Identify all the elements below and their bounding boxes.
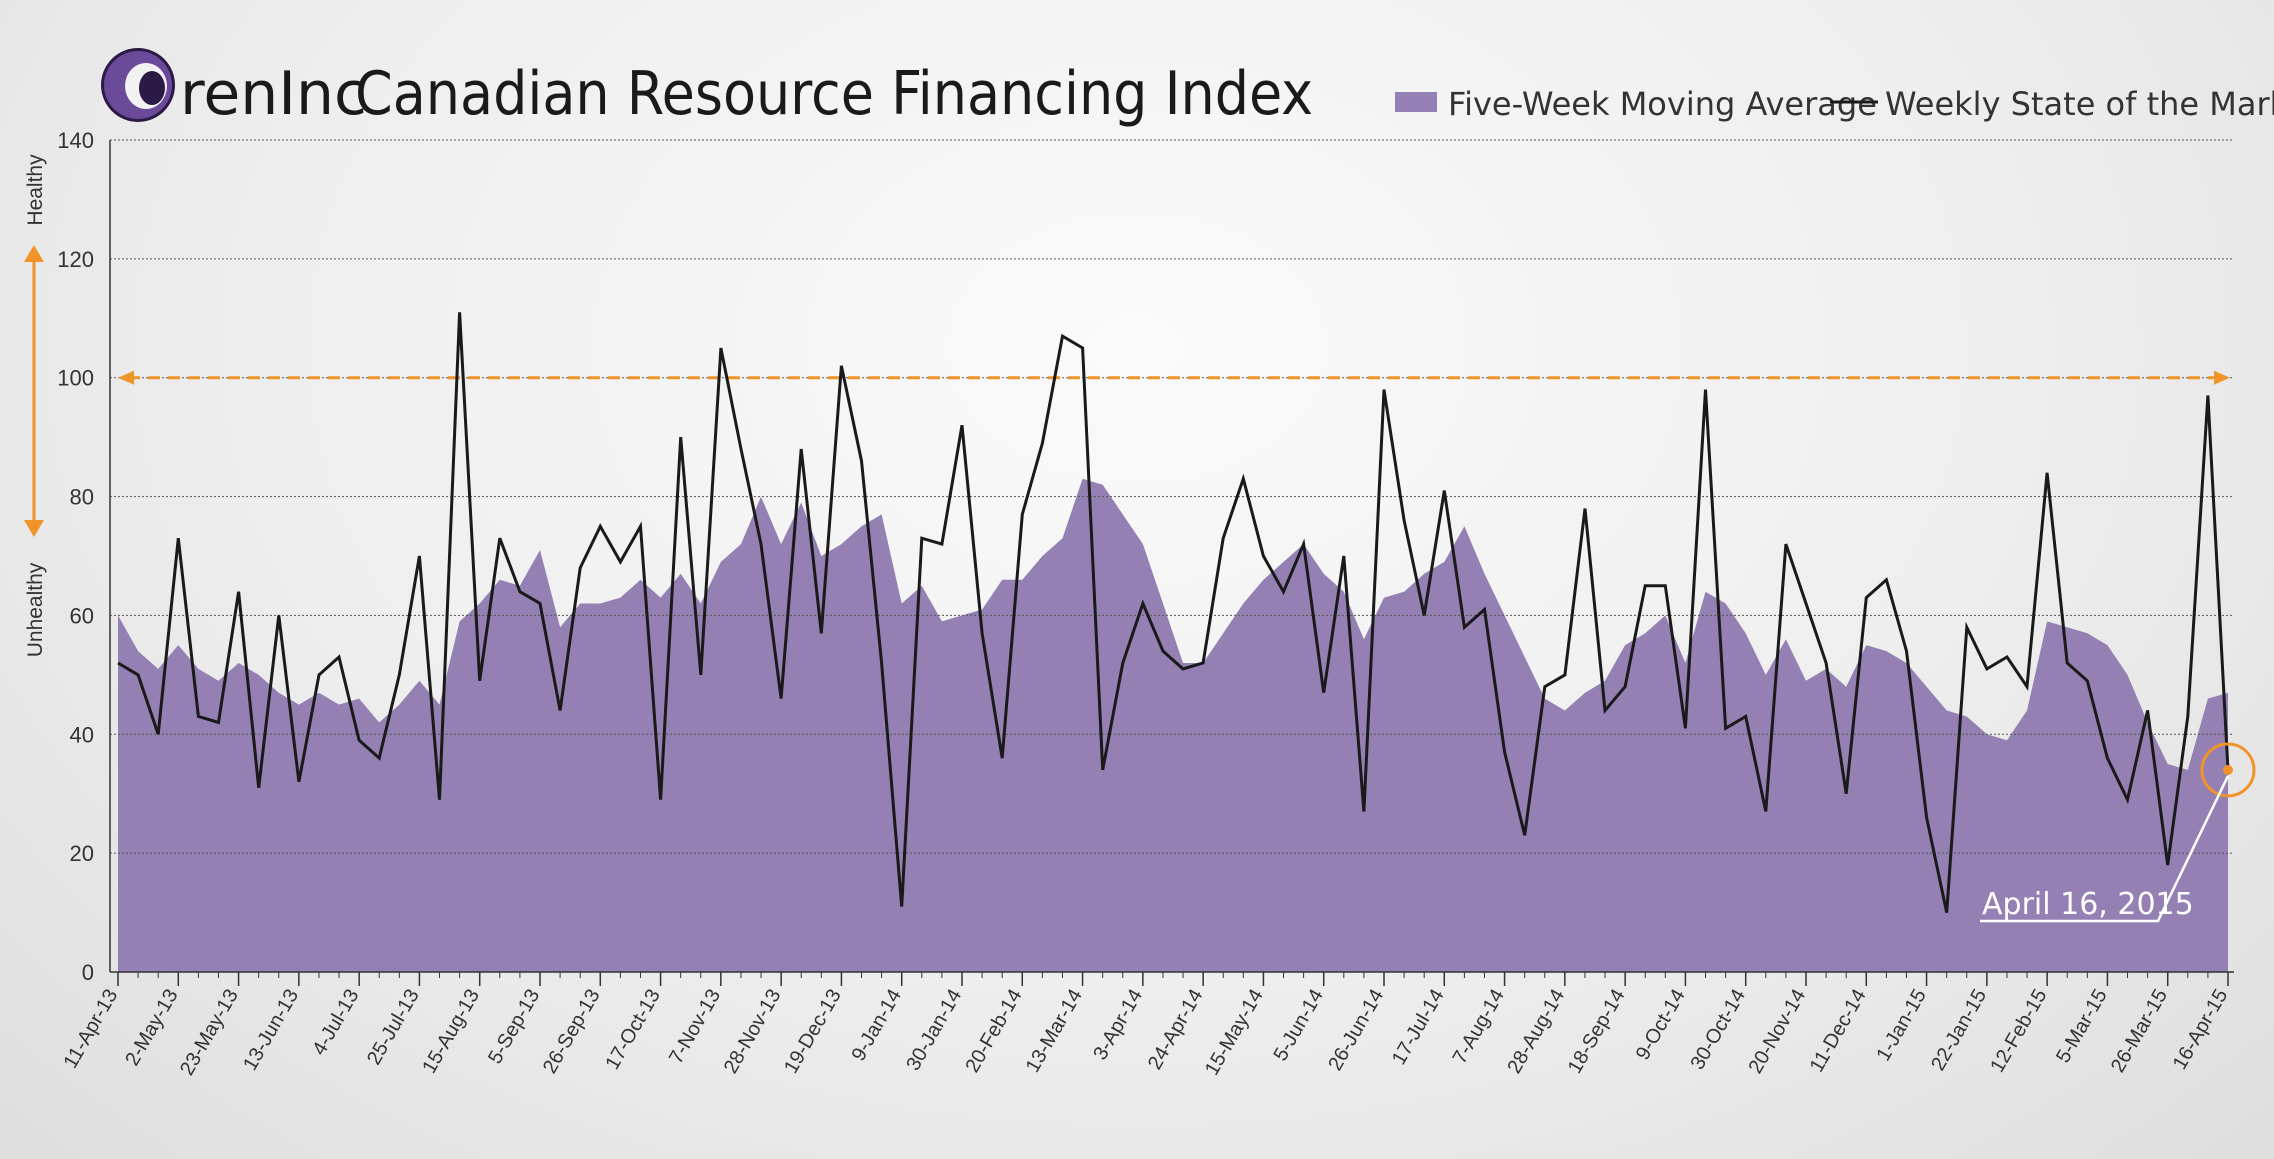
x-tick-label: 9-Oct-14 xyxy=(1632,986,1690,1064)
x-tick-label: 5-Jun-14 xyxy=(1270,986,1329,1065)
x-tick-label: 1-Jan-15 xyxy=(1872,986,1931,1065)
threshold-arrow-right-icon xyxy=(2214,370,2230,385)
company-logo xyxy=(101,48,175,122)
y-tick-label: 40 xyxy=(70,722,94,747)
y-tick-label: 120 xyxy=(57,247,94,272)
x-tick-label: 11-Dec-14 xyxy=(1806,986,1871,1077)
x-tick-label: 22-Jan-15 xyxy=(1927,986,1991,1075)
x-tick-label: 15-May-14 xyxy=(1201,986,1268,1080)
x-tick-label: 17-Jul-14 xyxy=(1388,986,1449,1069)
x-tick-label: 25-Jul-13 xyxy=(363,986,424,1069)
threshold-arrow-left-icon xyxy=(118,370,134,385)
chart-title: Canadian Resource Financing Index xyxy=(355,59,1313,129)
annotation-label: April 16, 2015 xyxy=(1982,887,2194,922)
double-arrow-icon xyxy=(24,245,44,537)
x-tick-label: 7-Aug-14 xyxy=(1449,986,1509,1068)
x-tick-label: 26-Mar-15 xyxy=(2107,986,2172,1077)
x-tick-label: 23-May-13 xyxy=(176,986,243,1080)
legend-label-line: Weekly State of the Market xyxy=(1885,85,2274,123)
x-tick-label: 19-Dec-13 xyxy=(780,986,846,1078)
y-tick-label: 100 xyxy=(57,366,94,391)
healthy-label: Healthy xyxy=(24,154,47,226)
unhealthy-label: Unhealthy xyxy=(24,562,47,657)
header: renInc Canadian Resource Financing Index xyxy=(101,48,1313,129)
y-tick-label: 140 xyxy=(57,128,94,153)
series-line-weekly xyxy=(117,312,2230,913)
x-tick-label: 15-Aug-13 xyxy=(418,986,484,1078)
x-tick-label: 26-Sep-13 xyxy=(539,986,605,1078)
x-tick-label: 26-Jun-14 xyxy=(1324,986,1388,1075)
x-tick-label: 28-Nov-13 xyxy=(720,986,786,1078)
x-tick-label: 13-Jun-13 xyxy=(239,986,303,1075)
x-tick-label: 5-Sep-13 xyxy=(484,986,544,1068)
x-tick-label: 13-Mar-14 xyxy=(1022,986,1087,1077)
plot-area: 0 20 40 60 80 100 120 140 11-Apr-132-May-1323-Ma… xyxy=(57,128,2256,1080)
x-tick-label: 9-Jan-14 xyxy=(848,986,907,1065)
x-tick-label: 30-Jan-14 xyxy=(902,986,966,1075)
x-tick-label: 7-Nov-13 xyxy=(665,986,725,1068)
x-tick-label: 3-Apr-14 xyxy=(1089,986,1147,1064)
annotation-leader xyxy=(1980,775,2230,923)
x-tick-label: 16-Apr-15 xyxy=(2169,986,2233,1074)
legend: Five-Week Moving Average Weekly State of… xyxy=(1395,85,2274,123)
legend-swatch-area xyxy=(1395,92,1437,112)
x-tick-label: 18-Sep-14 xyxy=(1564,986,1630,1078)
annotation-point xyxy=(2223,764,2233,775)
y-tick-label: 80 xyxy=(70,485,94,510)
x-tick-label: 5-Mar-15 xyxy=(2052,986,2112,1067)
x-tick-label: 30-Oct-14 xyxy=(1687,986,1751,1074)
y-tick-label: 0 xyxy=(82,960,94,985)
brand-name: renInc xyxy=(180,59,367,129)
y-tick-label: 20 xyxy=(70,841,94,866)
annotation-circle xyxy=(2200,742,2256,798)
x-tick-label: 2-May-13 xyxy=(121,986,182,1070)
x-tick-label: 28-Aug-14 xyxy=(1503,986,1569,1078)
y-tick-label: 60 xyxy=(70,603,94,628)
x-tick-label: 11-Apr-13 xyxy=(60,986,123,1073)
health-scale: Healthy Unhealthy xyxy=(24,154,47,657)
x-tick-label: 24-Apr-14 xyxy=(1144,986,1208,1074)
x-tick-label: 4-Jul-13 xyxy=(308,986,363,1060)
legend-label-area: Five-Week Moving Average xyxy=(1448,85,1877,123)
x-tick-label: 17-Oct-13 xyxy=(601,986,665,1074)
x-tick-label: 20-Nov-14 xyxy=(1745,986,1811,1078)
x-tick-label: 12-Feb-15 xyxy=(1986,986,2051,1077)
x-tick-label: 20-Feb-14 xyxy=(961,985,1026,1076)
